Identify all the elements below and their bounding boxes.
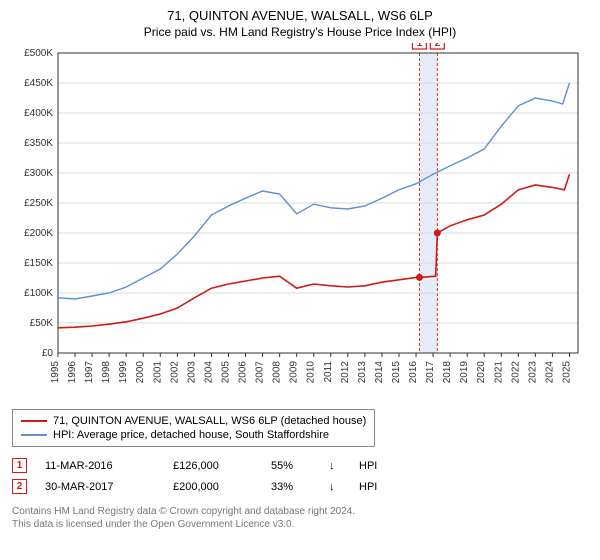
footnote: Contains HM Land Registry data © Crown c… — [12, 505, 588, 531]
svg-text:2013: 2013 — [357, 361, 368, 384]
svg-text:£0: £0 — [42, 348, 54, 359]
transaction-price: £200,000 — [173, 481, 253, 493]
svg-text:£50K: £50K — [30, 318, 54, 329]
svg-text:£450K: £450K — [24, 78, 53, 89]
transactions-table: 1 11-MAR-2016 £126,000 55% ↓ HPI 2 30-MAR-2017 £… — [12, 455, 588, 497]
svg-text:1997: 1997 — [84, 361, 95, 384]
legend-label: HPI: Average price, detached house, Sout… — [53, 429, 329, 441]
chart-area: £0 £50K £100K £150K £200K £250K £300K £350K £400… — [12, 43, 588, 403]
svg-text:2012: 2012 — [340, 361, 351, 384]
svg-text:£400K: £400K — [24, 108, 53, 119]
svg-text:2000: 2000 — [135, 361, 146, 384]
svg-text:2021: 2021 — [493, 361, 504, 384]
svg-text:£100K: £100K — [24, 288, 53, 299]
svg-text:2001: 2001 — [152, 361, 163, 384]
transaction-row: 1 11-MAR-2016 £126,000 55% ↓ HPI — [12, 455, 588, 476]
chart-title-address: 71, QUINTON AVENUE, WALSALL, WS6 6LP — [12, 8, 588, 23]
svg-text:£350K: £350K — [24, 138, 53, 149]
svg-text:2023: 2023 — [527, 361, 538, 384]
svg-text:2017: 2017 — [425, 361, 436, 384]
svg-text:1999: 1999 — [118, 361, 129, 384]
svg-text:1996: 1996 — [67, 361, 78, 384]
svg-text:2015: 2015 — [391, 361, 402, 384]
svg-text:2008: 2008 — [272, 361, 283, 384]
legend-row: HPI: Average price, detached house, Sout… — [21, 428, 366, 442]
svg-text:2010: 2010 — [306, 361, 317, 384]
svg-text:2024: 2024 — [544, 361, 555, 384]
svg-text:2019: 2019 — [459, 361, 470, 384]
legend-swatch — [21, 434, 47, 436]
footnote-line2: This data is licensed under the Open Gov… — [12, 518, 588, 531]
transaction-hpi-label: HPI — [359, 481, 389, 493]
transaction-date: 11-MAR-2016 — [45, 460, 155, 472]
svg-text:2009: 2009 — [289, 361, 300, 384]
svg-text:2016: 2016 — [408, 361, 419, 384]
down-arrow-icon: ↓ — [329, 481, 341, 493]
svg-text:2018: 2018 — [442, 361, 453, 384]
footnote-line1: Contains HM Land Registry data © Crown c… — [12, 505, 588, 518]
svg-text:£250K: £250K — [24, 198, 53, 209]
svg-text:2: 2 — [435, 43, 441, 49]
legend: 71, QUINTON AVENUE, WALSALL, WS6 6LP (de… — [12, 409, 375, 447]
transaction-pct: 33% — [271, 481, 311, 493]
transaction-pct: 55% — [271, 460, 311, 472]
svg-text:2022: 2022 — [510, 361, 521, 384]
svg-text:£200K: £200K — [24, 228, 53, 239]
transaction-price: £126,000 — [173, 460, 253, 472]
svg-text:£150K: £150K — [24, 258, 53, 269]
svg-text:2005: 2005 — [220, 361, 231, 384]
line-chart-svg: £0 £50K £100K £150K £200K £250K £300K £350K £400… — [12, 43, 588, 403]
svg-text:2006: 2006 — [238, 361, 249, 384]
transaction-date: 30-MAR-2017 — [45, 481, 155, 493]
svg-text:1: 1 — [417, 43, 423, 49]
transaction-row: 2 30-MAR-2017 £200,000 33% ↓ HPI — [12, 476, 588, 497]
legend-swatch — [21, 420, 47, 422]
transaction-marker: 2 — [12, 479, 27, 494]
svg-text:2002: 2002 — [169, 361, 180, 384]
svg-text:£300K: £300K — [24, 168, 53, 179]
transaction-marker: 1 — [12, 458, 27, 473]
svg-text:2014: 2014 — [374, 361, 385, 384]
legend-row: 71, QUINTON AVENUE, WALSALL, WS6 6LP (de… — [21, 414, 366, 428]
chart-title-subtitle: Price paid vs. HM Land Registry's House … — [12, 25, 588, 39]
svg-text:2025: 2025 — [561, 361, 572, 384]
svg-text:1995: 1995 — [50, 361, 61, 384]
svg-text:£500K: £500K — [24, 48, 53, 59]
svg-text:1998: 1998 — [101, 361, 112, 384]
down-arrow-icon: ↓ — [329, 460, 341, 472]
svg-text:2004: 2004 — [203, 361, 214, 384]
svg-text:2007: 2007 — [255, 361, 266, 384]
svg-text:2003: 2003 — [186, 361, 197, 384]
legend-label: 71, QUINTON AVENUE, WALSALL, WS6 6LP (de… — [53, 415, 366, 427]
svg-text:2011: 2011 — [323, 361, 334, 383]
svg-text:2020: 2020 — [476, 361, 487, 384]
transaction-hpi-label: HPI — [359, 460, 389, 472]
